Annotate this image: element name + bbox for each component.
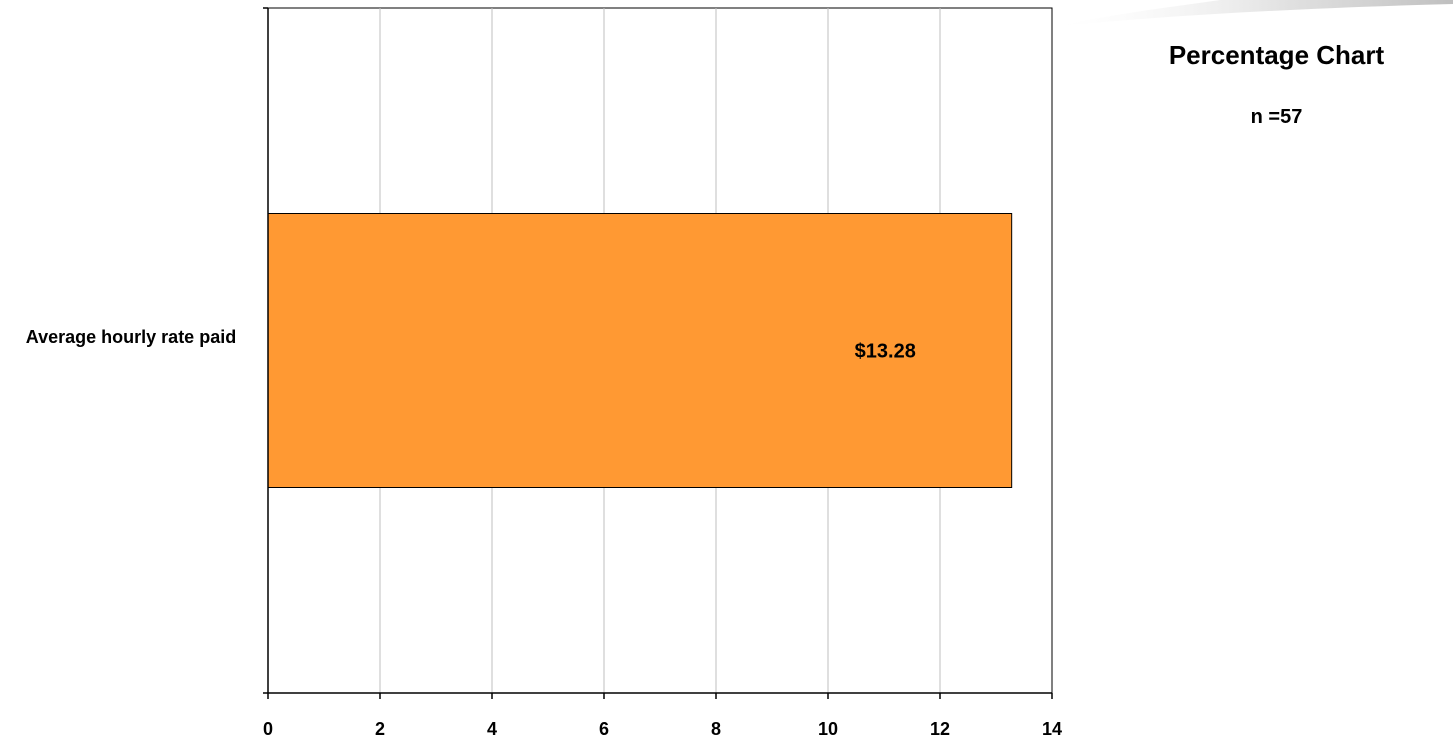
sample-size-label: n =57 [1250, 106, 1303, 128]
bar [267, 213, 1013, 488]
x-tick-label: 4 [487, 719, 497, 739]
x-tick-label: 2 [375, 719, 385, 739]
chart-title: Percentage Chart [1168, 40, 1385, 70]
x-tick-label: 0 [263, 719, 273, 739]
bar-data-label: $13.28 [855, 341, 916, 363]
x-tick-label: 12 [930, 719, 950, 739]
x-tick-label: 8 [711, 719, 721, 739]
x-tick-label: 10 [818, 719, 838, 739]
category-label: Average hourly rate paid [25, 326, 237, 347]
x-tick-label: 6 [599, 719, 609, 739]
x-tick-label: 14 [1042, 719, 1062, 739]
decorative-swoosh [1040, 0, 1453, 26]
